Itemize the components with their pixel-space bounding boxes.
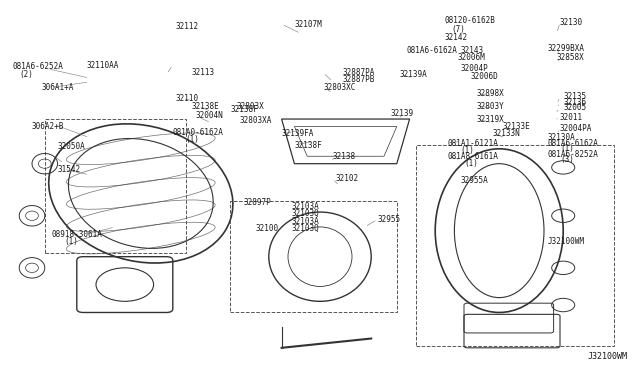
Text: 32102: 32102 [336, 174, 359, 183]
Text: 32004P: 32004P [461, 64, 488, 73]
Text: 32139FA: 32139FA [282, 129, 314, 138]
Text: 32050A: 32050A [58, 142, 85, 151]
Text: 32955A: 32955A [461, 176, 488, 185]
Text: 32133E: 32133E [502, 122, 530, 131]
Text: (1): (1) [560, 144, 574, 153]
Text: (2): (2) [19, 70, 33, 79]
Text: 306A2+B: 306A2+B [32, 122, 65, 131]
Text: 306A1+A: 306A1+A [42, 83, 74, 92]
Text: (7): (7) [451, 25, 465, 34]
Text: 32004PA: 32004PA [560, 124, 593, 133]
Text: 32138F: 32138F [230, 105, 258, 114]
Text: 32004N: 32004N [195, 111, 223, 120]
Text: 081A6-6162A: 081A6-6162A [406, 46, 457, 55]
Text: 32107M: 32107M [294, 20, 322, 29]
Text: 32103A: 32103A [291, 217, 319, 226]
Text: 32005: 32005 [563, 103, 586, 112]
Text: 32858X: 32858X [557, 53, 584, 62]
Text: 32130A: 32130A [547, 133, 575, 142]
Text: 32136: 32136 [563, 98, 586, 107]
Text: 32006M: 32006M [458, 53, 485, 62]
Text: 32011: 32011 [560, 113, 583, 122]
Text: 32110AA: 32110AA [86, 61, 119, 70]
Text: (1): (1) [461, 146, 475, 155]
Text: 081A8-6161A: 081A8-6161A [448, 152, 499, 161]
Text: 08918-3061A: 08918-3061A [51, 230, 102, 239]
Text: 32897P: 32897P [243, 198, 271, 207]
Text: 32803XC: 32803XC [323, 83, 356, 92]
Text: 32135: 32135 [563, 92, 586, 101]
Text: 081A1-6121A: 081A1-6121A [448, 139, 499, 148]
Text: 32133N: 32133N [493, 129, 520, 138]
Text: 32103A: 32103A [291, 202, 319, 211]
Text: 32138F: 32138F [294, 141, 322, 150]
Text: 32139A: 32139A [400, 70, 428, 79]
Text: 32803X: 32803X [237, 102, 264, 110]
Text: 32138: 32138 [333, 152, 356, 161]
Text: 081A6-6252A: 081A6-6252A [13, 62, 63, 71]
Text: 32898X: 32898X [477, 89, 504, 97]
Text: 32143: 32143 [461, 46, 484, 55]
Text: 32803XA: 32803XA [240, 116, 273, 125]
Text: 081A6-8252A: 081A6-8252A [547, 150, 598, 159]
Text: 081A0-6162A: 081A0-6162A [173, 128, 223, 137]
Text: 32103Q: 32103Q [291, 209, 319, 218]
Text: J32100WM: J32100WM [588, 352, 627, 361]
Text: 32130: 32130 [560, 18, 583, 27]
Text: 32887PA: 32887PA [342, 68, 375, 77]
Text: 32319X: 32319X [477, 115, 504, 124]
Text: 32103Q: 32103Q [291, 224, 319, 233]
Text: 32955: 32955 [378, 215, 401, 224]
Text: 081A6-6162A: 081A6-6162A [547, 139, 598, 148]
Text: 32887PB: 32887PB [342, 76, 375, 84]
Text: 32299BXA: 32299BXA [547, 44, 584, 53]
Text: J32100WM: J32100WM [547, 237, 584, 246]
Text: 08120-6162B: 08120-6162B [445, 16, 495, 25]
Text: 32139: 32139 [390, 109, 413, 118]
Text: (1): (1) [186, 135, 200, 144]
Text: 32138E: 32138E [192, 102, 220, 110]
Text: 32803Y: 32803Y [477, 102, 504, 110]
Text: (3): (3) [560, 155, 574, 164]
Text: (1): (1) [64, 237, 78, 246]
Text: (1): (1) [464, 159, 478, 168]
Text: 31542: 31542 [58, 165, 81, 174]
Text: 32006D: 32006D [470, 72, 498, 81]
Text: 32100: 32100 [256, 224, 279, 233]
Text: 32110: 32110 [176, 94, 199, 103]
Text: 32113: 32113 [192, 68, 215, 77]
Text: 32142: 32142 [445, 33, 468, 42]
Text: 32112: 32112 [176, 22, 199, 31]
